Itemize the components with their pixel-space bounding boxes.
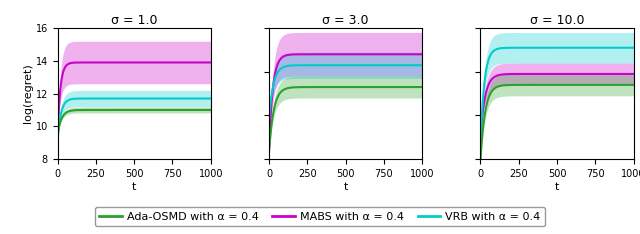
X-axis label: t: t bbox=[344, 182, 348, 192]
X-axis label: t: t bbox=[555, 182, 559, 192]
Y-axis label: log(regret): log(regret) bbox=[23, 64, 33, 124]
Title: σ = 10.0: σ = 10.0 bbox=[530, 14, 584, 27]
Legend: Ada-OSMD with α = 0.4, MABS with α = 0.4, VRB with α = 0.4: Ada-OSMD with α = 0.4, MABS with α = 0.4… bbox=[95, 207, 545, 226]
X-axis label: t: t bbox=[132, 182, 136, 192]
Title: σ = 3.0: σ = 3.0 bbox=[323, 14, 369, 27]
Title: σ = 1.0: σ = 1.0 bbox=[111, 14, 157, 27]
